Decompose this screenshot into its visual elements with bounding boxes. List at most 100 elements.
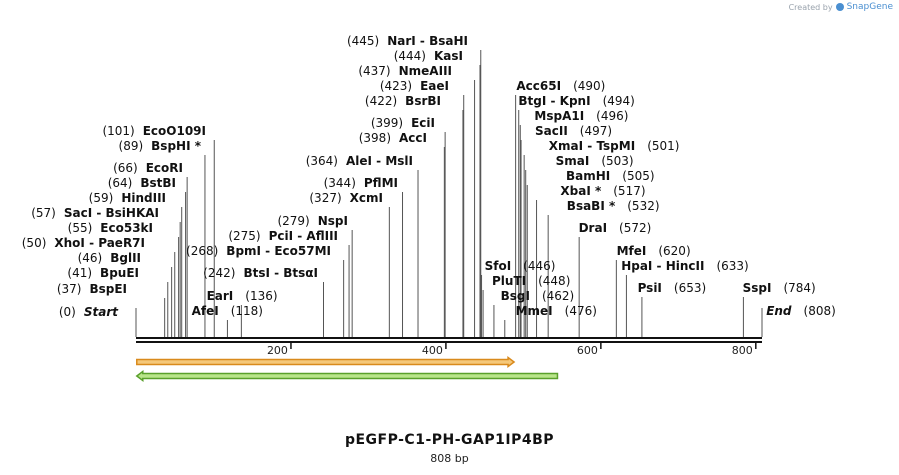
- site-label-xmai-tspmi: XmaI - TspMI (501): [549, 139, 680, 153]
- site-position: (422): [365, 94, 397, 108]
- site-label-bsgi: BsgI (462): [501, 289, 575, 303]
- site-name: PsiI: [638, 281, 662, 295]
- map-length: 808 bp: [430, 452, 469, 465]
- site-name: PluTI: [492, 274, 526, 288]
- site-name: BpuEI: [100, 266, 139, 280]
- site-position: (399): [371, 116, 403, 130]
- site-position: (572): [619, 221, 651, 235]
- site-label-eaei: (423) EaeI: [380, 79, 449, 93]
- credit-brand: SnapGene: [846, 2, 893, 12]
- site-position: (0): [59, 305, 76, 319]
- site-name: Acc65I: [516, 79, 561, 93]
- site-position: (462): [542, 289, 574, 303]
- site-label-psii: PsiI (653): [638, 281, 707, 295]
- site-position: (532): [627, 199, 659, 213]
- site-name: NmeAIII: [399, 64, 452, 78]
- site-label-xcmi: (327) XcmI: [309, 191, 383, 205]
- site-label-kasi: (444) KasI: [394, 49, 463, 63]
- site-label-bsabi: BsaBI * (532): [567, 199, 660, 213]
- site-name: SmaI: [556, 154, 590, 168]
- site-name: HpaI - HincII: [621, 259, 704, 273]
- site-label-bsphi: (89) BspHI *: [119, 139, 202, 153]
- site-label-bspei: (37) BspEI: [57, 282, 127, 296]
- site-name: EciI: [411, 116, 435, 130]
- site-position: (490): [573, 79, 605, 93]
- site-label-start: (0) Start: [59, 305, 119, 319]
- site-position: (275): [228, 229, 260, 243]
- site-name: BstBI: [140, 176, 176, 190]
- site-label-pflmi: (344) PflMI: [324, 176, 398, 190]
- site-position: (501): [647, 139, 679, 153]
- site-label-sacii: SacII (497): [535, 124, 612, 138]
- snapgene-logo-icon: [835, 3, 844, 11]
- site-label-bamhi: BamHI (505): [566, 169, 655, 183]
- site-position: (444): [394, 49, 426, 63]
- site-label-nspi: (279) NspI: [277, 214, 348, 228]
- site-position: (476): [565, 304, 597, 318]
- site-label-eco53ki: (55) Eco53kI: [68, 221, 153, 235]
- site-name: BtgI - KpnI: [518, 94, 590, 108]
- site-label-bpmi-eco57mi: (268) BpmI - Eco57MI: [186, 244, 331, 258]
- site-label-bsrbi: (422) BsrBI: [365, 94, 441, 108]
- site-position: (46): [78, 251, 103, 265]
- site-position: (808): [804, 304, 836, 318]
- site-label-xhoi-paer7i: (50) XhoI - PaeR7I: [22, 236, 145, 250]
- site-name: BspHI *: [151, 139, 202, 153]
- plasmid-map: (0) Start(37) BspEI (41) BpuEI(46) BglII (50) X…: [22, 34, 836, 382]
- site-label-sfoi: SfoI (446): [485, 259, 556, 273]
- site-name: MspA1I: [534, 109, 584, 123]
- site-name: BpmI - Eco57MI: [226, 244, 331, 258]
- site-label-acc65i: Acc65I (490): [516, 79, 605, 93]
- site-position: (423): [380, 79, 412, 93]
- site-position: (364): [306, 154, 338, 168]
- site-name: BsrBI: [405, 94, 441, 108]
- site-name: SspI: [743, 281, 772, 295]
- site-name: SfoI: [485, 259, 512, 273]
- forward-orange-feature[interactable]: [136, 356, 516, 368]
- site-name: AccI: [399, 131, 427, 145]
- site-name: BamHI: [566, 169, 610, 183]
- site-name: AfeI: [192, 304, 219, 318]
- site-name: XbaI *: [560, 184, 602, 198]
- site-label-nmeaiii: (437) NmeAIII: [358, 64, 452, 78]
- site-position: (497): [580, 124, 612, 138]
- tick-label: 400: [422, 344, 443, 357]
- site-label-ecii: (399) EciI: [371, 116, 435, 130]
- site-position: (327): [309, 191, 341, 205]
- site-position: (503): [601, 154, 633, 168]
- site-name: BspEI: [89, 282, 127, 296]
- site-name: KasI: [434, 49, 463, 63]
- site-name: PciI - AflIII: [269, 229, 338, 243]
- site-position: (50): [22, 236, 47, 250]
- site-label-ecoo109i: (101) EcoO109I: [102, 124, 206, 138]
- tick-label: 800: [732, 344, 753, 357]
- reverse-green-feature[interactable]: [135, 370, 559, 382]
- site-position: (505): [622, 169, 654, 183]
- site-name: End: [766, 304, 792, 318]
- site-position: (784): [783, 281, 815, 295]
- site-position: (41): [67, 266, 92, 280]
- site-name: Start: [84, 305, 119, 319]
- site-position: (118): [231, 304, 263, 318]
- site-position: (445): [347, 34, 379, 48]
- site-position: (101): [102, 124, 134, 138]
- site-position: (398): [359, 131, 391, 145]
- site-name: XhoI - PaeR7I: [54, 236, 145, 250]
- site-label-mspa1i: MspA1I (496): [534, 109, 628, 123]
- site-name: DraI: [579, 221, 607, 235]
- site-label-end: End (808): [766, 304, 836, 318]
- site-position: (446): [523, 259, 555, 273]
- site-position: (279): [277, 214, 309, 228]
- site-position: (57): [31, 206, 56, 220]
- site-label-hpai-hincii: HpaI - HincII (633): [621, 259, 749, 273]
- site-label-drai: DraI (572): [579, 221, 652, 235]
- site-position: (653): [674, 281, 706, 295]
- site-label-hindiii: (59) HindIII: [89, 191, 166, 205]
- site-name: EcoRI: [146, 161, 183, 175]
- site-position: (55): [68, 221, 93, 235]
- site-name: EaeI: [420, 79, 449, 93]
- site-label-sspi: SspI (784): [743, 281, 816, 295]
- site-label-btsi-bts-i: (242) BtsI - BtsαI: [203, 266, 318, 280]
- site-position: (620): [658, 244, 690, 258]
- site-position: (494): [603, 94, 635, 108]
